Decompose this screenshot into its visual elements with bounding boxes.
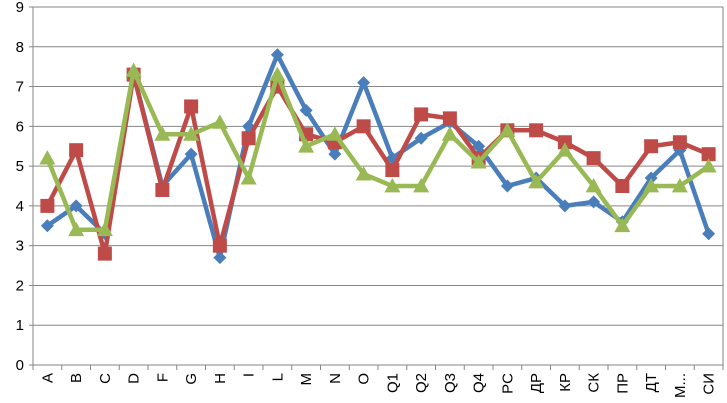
- x-tick-label: ДТ: [643, 373, 660, 392]
- y-tick-label: 8: [16, 39, 24, 56]
- x-tick-label: C: [97, 373, 114, 384]
- series-1-point: [299, 103, 313, 117]
- series-2-point: [644, 139, 659, 154]
- y-tick-label: 6: [16, 118, 24, 135]
- series-1-point: [558, 199, 572, 213]
- y-tick-label: 7: [16, 79, 24, 96]
- series-1-point: [414, 131, 428, 145]
- series-1-point: [69, 199, 83, 213]
- y-tick-label: 5: [16, 158, 24, 175]
- x-tick-label: F: [154, 373, 171, 382]
- x-tick-label: A: [39, 373, 56, 383]
- series-1: [40, 48, 716, 265]
- series-2-point: [701, 147, 716, 162]
- series-group: [39, 48, 717, 265]
- series-3-point: [211, 114, 228, 129]
- y-tick-label: 9: [16, 0, 24, 16]
- series-2-point: [529, 123, 544, 138]
- series-3-point: [700, 158, 717, 173]
- series-3-point: [298, 138, 315, 153]
- x-tick-label: PC: [499, 373, 516, 394]
- series-2-point: [97, 246, 112, 261]
- series-3-point: [326, 126, 343, 141]
- x-tick-label: ПР: [614, 373, 631, 394]
- x-tick-label: Q2: [413, 373, 430, 393]
- x-tick-label: N: [327, 373, 344, 384]
- x-tick-label: М...: [672, 373, 689, 398]
- x-tick-label: L: [269, 373, 286, 381]
- series-3-point: [441, 126, 458, 141]
- y-tick-label: 0: [16, 357, 24, 374]
- x-tick-label: O: [356, 373, 373, 385]
- x-tick-label: D: [126, 373, 143, 384]
- series-2-point: [69, 143, 84, 158]
- series-3-point: [96, 221, 113, 237]
- x-tick-label: ДР: [528, 373, 545, 393]
- series-3-point: [499, 122, 516, 137]
- series-1-point: [328, 147, 342, 161]
- series-2-point: [241, 131, 256, 146]
- series-2-point: [184, 99, 199, 114]
- y-tick-label: 1: [16, 317, 24, 334]
- series-3-point: [413, 178, 430, 193]
- y-tick-label: 4: [16, 198, 24, 215]
- series-3-point: [183, 126, 200, 141]
- x-tick-label: I: [241, 373, 258, 377]
- x-tick-label: M: [298, 373, 315, 386]
- series-3: [39, 62, 717, 237]
- series-3-point: [125, 62, 142, 78]
- series-2-point: [615, 179, 630, 193]
- series-2-point: [672, 135, 687, 150]
- series-1-point: [357, 76, 371, 90]
- series-3-line: [45, 68, 710, 233]
- series-1-point: [40, 219, 54, 233]
- series-3-point: [643, 178, 660, 193]
- x-tick-label: B: [68, 373, 85, 383]
- series-1-point: [213, 251, 227, 265]
- series-3-point: [585, 178, 602, 193]
- series-2-point: [414, 107, 429, 122]
- series-1-point: [472, 139, 486, 153]
- series-1-line: [46, 52, 711, 260]
- series-2-point: [40, 198, 55, 213]
- series-2-point: [155, 182, 170, 197]
- series-3-point: [528, 174, 545, 189]
- series-2-point: [356, 119, 371, 134]
- series-1-point: [184, 147, 198, 161]
- series-3-point: [154, 126, 171, 141]
- series-3-point: [671, 178, 688, 193]
- series-3-point: [68, 221, 85, 237]
- series-1-point: [702, 227, 716, 241]
- x-tick-label: Q3: [442, 373, 459, 393]
- series-2: [40, 67, 716, 261]
- series-1-point: [500, 179, 514, 193]
- x-tick-label: СИ: [701, 373, 718, 395]
- series-3-point: [384, 178, 401, 193]
- series-3-point: [556, 142, 573, 157]
- x-tick-label: СК: [586, 373, 603, 393]
- series-3-point: [39, 150, 56, 165]
- x-tick-label: КР: [557, 373, 574, 392]
- y-axis: 0 1 2 3 4 5 6 7 8 9: [16, 0, 34, 374]
- y-tick-label: 3: [16, 238, 24, 255]
- x-tick-label: Q4: [471, 373, 488, 393]
- series-3-point: [240, 170, 257, 185]
- series-2-point: [442, 111, 457, 126]
- series-2-point: [586, 151, 601, 166]
- series-1-point: [587, 195, 601, 209]
- series-3-point: [269, 66, 286, 82]
- x-tick-label: H: [212, 373, 229, 384]
- x-tick-label: Q1: [384, 373, 401, 393]
- x-axis: A B C D F G H I L M N O Q1 Q2 Q3 Q4 PC ДР КР СК ПР ДТ М... СИ: [32, 364, 724, 398]
- x-tick-label: G: [183, 373, 200, 385]
- series-3-point: [355, 166, 372, 181]
- series-2-point: [212, 238, 227, 253]
- series-3-point: [470, 154, 487, 169]
- y-tick-label: 2: [16, 277, 24, 294]
- series-2-point: [385, 163, 400, 178]
- series-1-point: [270, 48, 284, 62]
- series-3-point: [614, 217, 631, 233]
